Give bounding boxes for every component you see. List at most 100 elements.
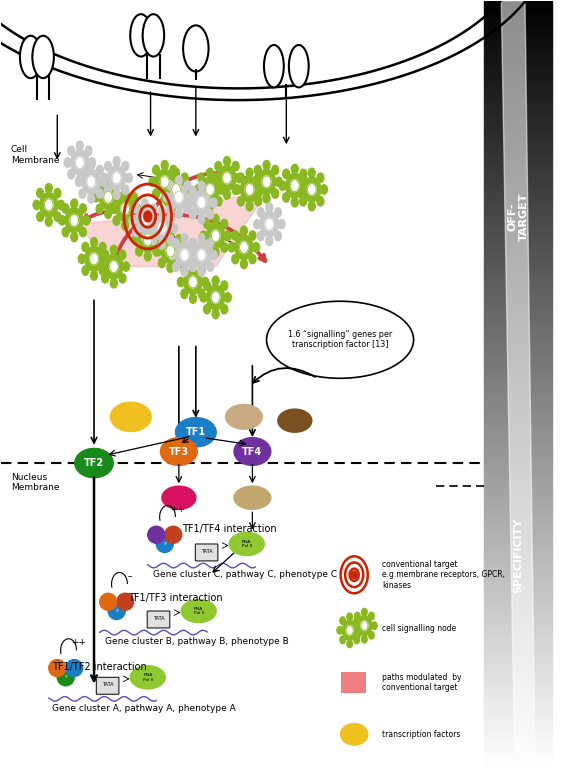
Bar <box>484 525 552 530</box>
Ellipse shape <box>175 418 216 447</box>
Bar <box>484 150 552 155</box>
Circle shape <box>139 227 157 252</box>
Bar <box>484 262 552 268</box>
Circle shape <box>150 235 156 245</box>
Circle shape <box>125 173 132 183</box>
Text: Gene cluster B, pathway B, phenotype B: Gene cluster B, pathway B, phenotype B <box>105 638 289 646</box>
Circle shape <box>286 173 304 198</box>
Circle shape <box>246 201 253 211</box>
Circle shape <box>164 197 171 206</box>
Bar <box>484 144 552 150</box>
Circle shape <box>71 151 89 174</box>
Bar <box>484 576 552 581</box>
Circle shape <box>175 209 183 218</box>
Bar <box>484 237 552 242</box>
Bar <box>484 232 552 237</box>
Circle shape <box>149 177 156 187</box>
Bar <box>484 299 552 304</box>
Circle shape <box>337 626 342 634</box>
Circle shape <box>262 176 271 188</box>
Text: ++: ++ <box>170 505 185 514</box>
Circle shape <box>153 247 160 256</box>
Bar <box>484 632 552 638</box>
Bar <box>484 355 552 361</box>
Circle shape <box>347 613 353 621</box>
Circle shape <box>99 242 106 252</box>
Circle shape <box>352 571 357 579</box>
Circle shape <box>300 197 307 206</box>
Circle shape <box>71 232 78 242</box>
Circle shape <box>346 625 353 635</box>
Bar <box>484 638 552 643</box>
Circle shape <box>186 250 193 259</box>
Bar <box>484 129 552 134</box>
Bar <box>484 293 552 299</box>
Circle shape <box>206 201 213 211</box>
Circle shape <box>105 176 112 185</box>
Circle shape <box>240 242 248 253</box>
Circle shape <box>68 170 75 179</box>
Bar <box>484 345 552 350</box>
Bar <box>484 242 552 247</box>
Bar <box>484 124 552 129</box>
Circle shape <box>263 161 270 170</box>
Bar <box>484 109 552 113</box>
Circle shape <box>153 189 159 198</box>
Circle shape <box>57 200 65 209</box>
Circle shape <box>218 166 236 190</box>
Bar <box>484 32 552 36</box>
Circle shape <box>198 181 205 191</box>
Circle shape <box>221 304 228 314</box>
Text: ++: ++ <box>71 638 86 647</box>
Circle shape <box>238 173 244 182</box>
Ellipse shape <box>148 527 165 543</box>
Bar <box>484 514 552 520</box>
Bar <box>484 206 552 212</box>
Circle shape <box>160 185 167 195</box>
Bar <box>341 672 366 693</box>
Circle shape <box>144 211 152 222</box>
Ellipse shape <box>181 600 216 622</box>
Circle shape <box>91 271 98 280</box>
Text: TATA: TATA <box>201 549 213 554</box>
Bar <box>484 401 552 407</box>
Circle shape <box>113 181 120 190</box>
Circle shape <box>105 254 123 279</box>
Circle shape <box>253 242 260 252</box>
Circle shape <box>198 173 205 182</box>
Circle shape <box>210 250 217 259</box>
Bar <box>484 468 552 473</box>
Circle shape <box>113 157 120 166</box>
Text: Cell
Membrane: Cell Membrane <box>11 145 60 164</box>
Bar <box>484 607 552 612</box>
Circle shape <box>88 161 95 170</box>
Bar <box>484 432 552 438</box>
Bar <box>484 407 552 411</box>
Bar <box>484 381 552 386</box>
Bar <box>484 396 552 401</box>
Circle shape <box>303 177 321 201</box>
Circle shape <box>207 186 214 195</box>
Circle shape <box>211 292 220 303</box>
Circle shape <box>175 242 193 267</box>
Ellipse shape <box>341 723 368 745</box>
Circle shape <box>136 247 142 256</box>
Circle shape <box>240 226 247 235</box>
Circle shape <box>300 173 307 182</box>
Text: TF3: TF3 <box>169 446 189 456</box>
Circle shape <box>307 184 316 195</box>
Bar <box>484 663 552 669</box>
Circle shape <box>167 263 174 273</box>
Circle shape <box>100 177 107 187</box>
Circle shape <box>207 239 214 248</box>
Bar <box>484 545 552 550</box>
Bar <box>484 340 552 345</box>
Bar <box>484 684 552 689</box>
Bar <box>484 314 552 319</box>
Circle shape <box>181 289 188 299</box>
Circle shape <box>85 246 103 271</box>
Circle shape <box>156 170 174 194</box>
Circle shape <box>167 205 174 214</box>
Text: Gene cluster A, pathway A, phenotype A: Gene cluster A, pathway A, phenotype A <box>52 703 235 713</box>
Circle shape <box>272 189 278 198</box>
